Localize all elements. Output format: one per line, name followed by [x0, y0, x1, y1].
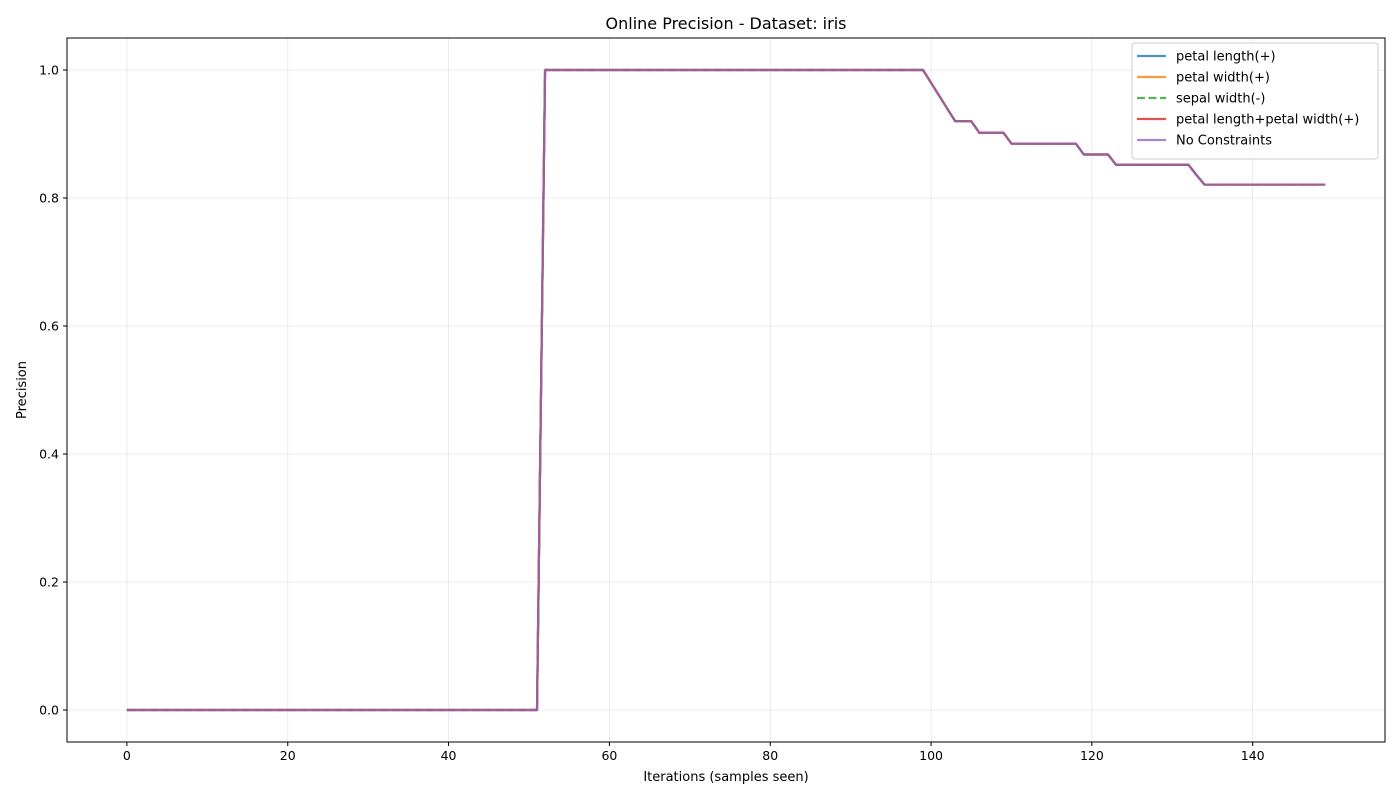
- x-tick-label-7: 140: [1241, 748, 1265, 763]
- x-tick-label-6: 120: [1080, 748, 1104, 763]
- x-tick-label-2: 40: [441, 748, 457, 763]
- y-tick-label-2: 0.4: [39, 447, 59, 462]
- legend-label-2: sepal width(-): [1176, 92, 1265, 107]
- y-tick-label-3: 0.6: [39, 319, 59, 334]
- legend: petal length(+) petal width(+) sepal width…: [1131, 42, 1379, 160]
- x-tick-label-1: 20: [280, 748, 296, 763]
- x-axis-label: Iterations (samples seen): [643, 770, 808, 785]
- legend-label-1: petal width(+): [1176, 71, 1270, 86]
- legend-label-0: petal length(+): [1176, 50, 1276, 65]
- legend-label-4: No Constraints: [1176, 134, 1272, 149]
- x-tick-label-3: 60: [601, 748, 617, 763]
- legend-label-3: petal length+petal width(+): [1176, 113, 1359, 128]
- axis-ticks: 0 20 40 60 80 100 120 140 0.0 0.2 0.4 0.6 0.8 1.0: [39, 63, 1265, 764]
- legend-box: [1131, 42, 1379, 160]
- plot-area-frame: [66, 37, 1386, 743]
- chart-title: Online Precision - Dataset: iris: [606, 14, 847, 33]
- series-line-4: [126, 68, 1326, 712]
- y-axis-label: Precision: [15, 361, 30, 419]
- y-tick-label-5: 1.0: [39, 63, 59, 78]
- series-lines: [126, 68, 1326, 712]
- x-tick-label-4: 80: [762, 748, 778, 763]
- y-tick-label-1: 0.2: [39, 575, 59, 590]
- y-tick-label-0: 0.0: [39, 703, 59, 718]
- x-tick-label-0: 0: [123, 748, 131, 763]
- y-tick-label-4: 0.8: [39, 191, 59, 206]
- x-tick-label-5: 100: [919, 748, 943, 763]
